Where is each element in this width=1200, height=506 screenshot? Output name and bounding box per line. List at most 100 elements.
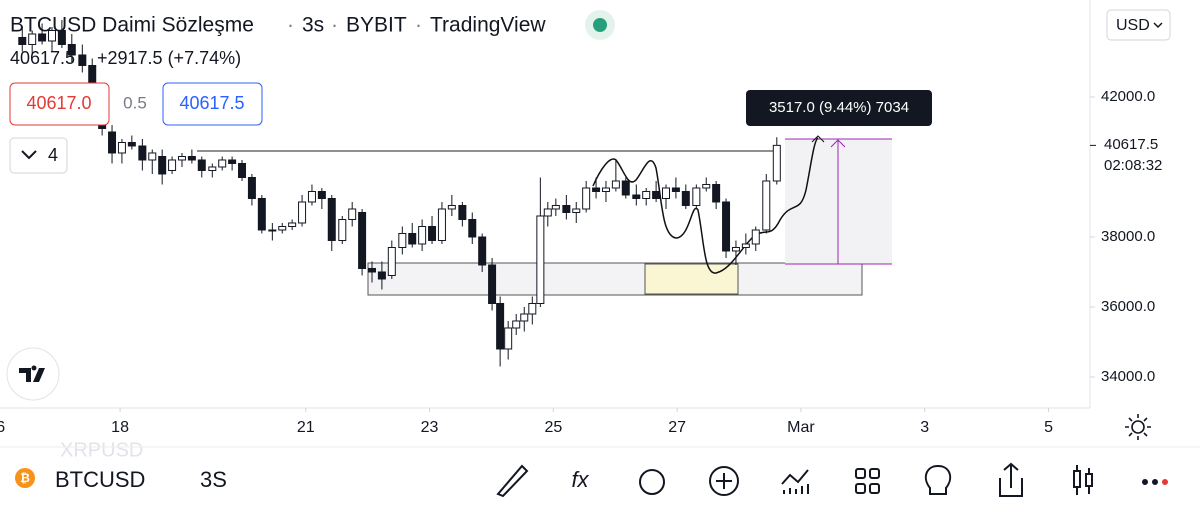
candle-body — [247, 176, 256, 199]
platform: TradingView — [430, 14, 546, 37]
currency[interactable]: USD — [1116, 17, 1150, 34]
settings-icon[interactable] — [1125, 414, 1151, 440]
last-price-label: 40617.5 — [1104, 136, 1158, 153]
header: BTCUSD Daimi Sözleşme · 3s · BYBIT · Tra… — [9, 9, 1171, 174]
candle-body — [298, 201, 307, 224]
separator: · — [331, 14, 338, 37]
price-change: +2917.5 (+7.74%) — [97, 48, 241, 68]
tv-logo[interactable] — [6, 347, 60, 401]
sell-button[interactable] — [9, 82, 110, 126]
bottom-symbol[interactable]: BTCUSD — [55, 467, 145, 492]
candle-body — [702, 183, 711, 189]
candle-body — [731, 246, 740, 252]
x-tick-label: 18 — [111, 419, 129, 436]
candles — [18, 19, 781, 367]
candle-body — [158, 155, 167, 175]
alert-tool[interactable] — [639, 469, 665, 495]
candle-body — [504, 327, 513, 350]
candle-body — [681, 190, 690, 206]
y-tick-label: 34000.0 — [1101, 368, 1155, 385]
x-tick-label: 16 — [0, 419, 5, 436]
draw-tool[interactable] — [496, 464, 529, 498]
candle-body — [520, 313, 529, 322]
candle-body — [582, 187, 591, 210]
chevron — [21, 150, 37, 160]
x-tick-label: 23 — [421, 419, 439, 436]
compare-tool[interactable] — [781, 469, 809, 485]
x-tick-label: 21 — [297, 419, 315, 436]
symbol-icon — [15, 468, 35, 488]
candle-body — [741, 243, 750, 248]
tv-logo-mark — [19, 368, 45, 382]
candle-body — [138, 145, 147, 161]
symbol-icon-glyph: ₿ — [20, 471, 30, 485]
buy-price[interactable]: 40617.5 — [179, 93, 244, 113]
candle-body — [611, 180, 620, 189]
candle-body — [772, 144, 781, 182]
candle-body — [38, 33, 47, 42]
projection-curve — [592, 137, 819, 274]
bottom-interval[interactable]: 3S — [200, 467, 227, 492]
candle-body — [478, 236, 487, 266]
candle-body — [408, 232, 417, 245]
candle-body — [228, 159, 237, 164]
candle-body — [621, 180, 630, 196]
x-tick-label: 25 — [544, 419, 562, 436]
status-dot — [593, 18, 607, 32]
candle-body — [496, 302, 505, 350]
candle-body — [447, 204, 456, 210]
indicators-toggle[interactable] — [9, 137, 68, 174]
candle-body — [428, 225, 437, 241]
candle-body — [257, 197, 266, 231]
separator: · — [415, 14, 422, 37]
highlight-box — [644, 263, 739, 295]
candle-body — [512, 320, 521, 329]
last-price-box — [1092, 130, 1200, 178]
candle-body — [78, 54, 87, 66]
chart-type-tool[interactable] — [1073, 470, 1081, 488]
share-tool[interactable] — [999, 462, 1023, 497]
candle-body — [488, 264, 497, 304]
candle-body — [377, 271, 386, 280]
candle-body — [562, 204, 571, 213]
candle-body — [18, 36, 27, 45]
sell-price[interactable]: 40617.0 — [26, 93, 91, 113]
candle-body — [317, 190, 326, 199]
candle-body — [692, 187, 701, 206]
candle-body — [358, 211, 367, 269]
more-menu[interactable] — [1142, 479, 1148, 485]
candle-body — [88, 64, 97, 84]
x-tick-label: 5 — [1044, 419, 1053, 436]
candle-body — [632, 194, 641, 199]
candle-body — [197, 159, 206, 171]
add-tool[interactable] — [709, 466, 739, 496]
measure-arrowhead — [830, 139, 846, 148]
candle-body — [572, 208, 581, 213]
candle-body — [418, 225, 427, 245]
candle-body — [307, 190, 316, 203]
candle-body — [278, 225, 287, 231]
ideas-tool[interactable] — [924, 464, 952, 495]
buy-button[interactable] — [162, 82, 263, 126]
curve-arrow — [811, 135, 825, 143]
currency-button[interactable] — [1106, 9, 1171, 41]
indicators-count[interactable]: 4 — [48, 145, 58, 165]
countdown: 02:08:32 — [1104, 157, 1162, 174]
drawings — [197, 135, 892, 296]
candle-body — [468, 218, 477, 238]
candle-body — [536, 215, 545, 304]
candle-body — [458, 204, 467, 220]
indicator-tool[interactable]: fx — [571, 467, 589, 492]
layout-tool[interactable] — [855, 468, 866, 479]
candle-body — [652, 190, 661, 199]
candle-body — [528, 302, 537, 315]
chevron — [1153, 22, 1163, 29]
candle-body — [751, 229, 760, 245]
candle-body — [218, 159, 227, 168]
candle-body — [268, 229, 277, 232]
range-box — [367, 262, 863, 296]
candle-body — [67, 43, 76, 56]
candle-body — [148, 152, 157, 161]
y-tick-label: 36000.0 — [1101, 298, 1155, 315]
candle-body — [288, 222, 297, 227]
